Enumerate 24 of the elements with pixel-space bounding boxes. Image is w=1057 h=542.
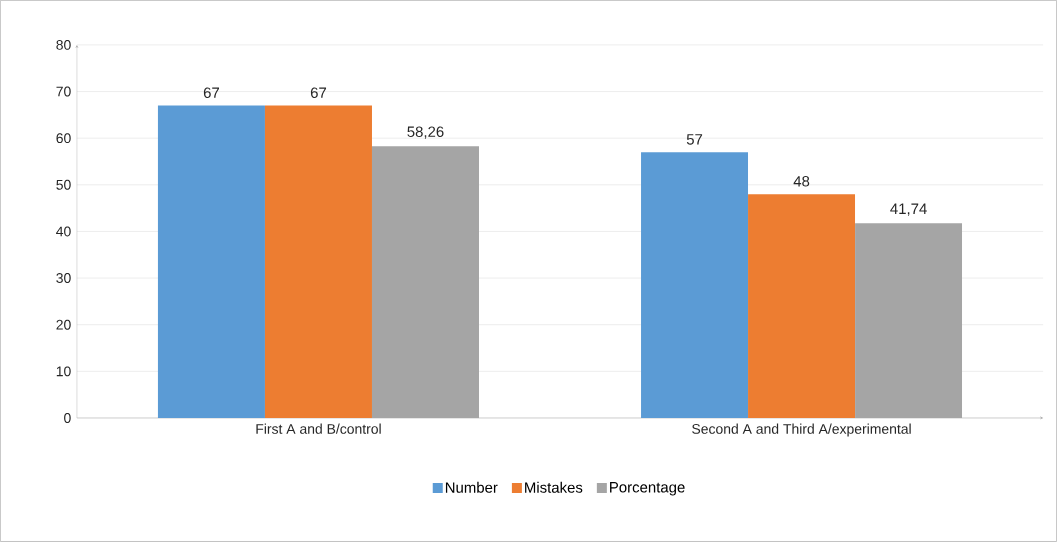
data-label: 67	[310, 87, 327, 99]
data-label: 58,26	[407, 126, 444, 139]
data-label: 57	[686, 134, 703, 145]
y-tick-label: 80	[56, 40, 71, 50]
bar	[748, 194, 856, 419]
y-tick-label: 20	[56, 319, 71, 330]
legend-label: Number	[445, 481, 498, 493]
bar	[641, 152, 749, 419]
data-label: 41,74	[890, 203, 927, 216]
y-tick-label: 70	[56, 86, 71, 97]
legend-label: Porcentage	[610, 482, 685, 496]
legend-label: Mistakes	[525, 481, 583, 493]
y-tick-label: 10	[56, 366, 71, 377]
y-tick-label: 30	[56, 273, 71, 284]
data-label: 48	[793, 176, 810, 187]
y-tick-label: 60	[56, 133, 71, 144]
data-label: 67	[203, 87, 220, 99]
y-tick-label: 0	[64, 413, 71, 423]
bar	[157, 105, 265, 419]
y-tick-label: 40	[56, 226, 71, 237]
bar	[264, 105, 372, 419]
y-tick-label: 50	[56, 179, 71, 190]
x-tick-label: Second A and Third A/experimental	[692, 423, 911, 437]
x-tick-label: First A and B/control	[256, 423, 381, 434]
